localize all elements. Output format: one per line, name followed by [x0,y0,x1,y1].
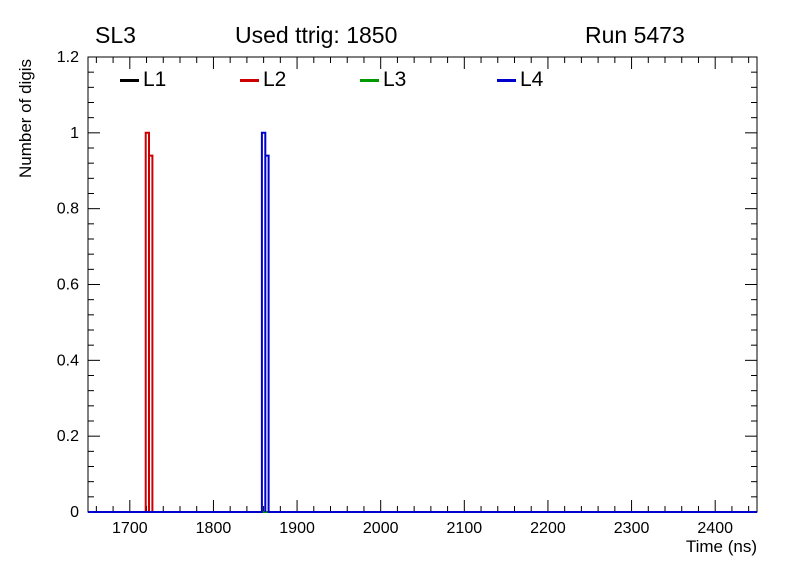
y-tick-label: 1.2 [57,49,79,66]
legend-entry-L3: L3 [360,66,406,94]
x-axis-title: Time (ns) [685,537,757,556]
legend-line-swatch-L1 [120,78,139,82]
axis-tick-labels: 1700 1800 1900 2000 2100 2200 2300 2400 0 0.2 0.4 0… [57,49,733,537]
legend-entry-L2: L2 [240,66,286,94]
legend-entry-L1: L1 [120,66,166,94]
legend-label: L1 [143,68,167,91]
legend-line-swatch-L2 [240,78,259,82]
legend-entry-L4: L4 [497,66,543,94]
y-tick-label: 0.8 [57,201,79,218]
legend-line-swatch-L4 [497,78,516,82]
run-number-label: Run 5473 [585,22,685,48]
y-tick-label: 1 [70,125,79,142]
plot-frame [87,56,758,513]
series-L2 [88,131,757,513]
x-tick-label: 2200 [530,520,566,537]
x-tick-label: 2100 [447,520,483,537]
legend-label: L3 [383,68,407,91]
y-tick-label: 0.2 [57,428,79,445]
superlayer-label: SL3 [95,22,136,48]
y-tick-label: 0.6 [57,277,79,294]
y-tick-label: 0 [70,504,79,521]
legend-label: L4 [520,68,544,91]
x-tick-label: 2000 [363,520,399,537]
x-tick-label: 1700 [112,520,148,537]
series-L4 [88,131,757,513]
chart-title: Used ttrig: 1850 [235,22,398,48]
x-tick-label: 1900 [279,520,315,537]
x-tick-label: 1800 [196,520,232,537]
legend-line-swatch-L3 [360,78,379,82]
legend-label: L2 [263,68,287,91]
axis-ticks [88,56,757,513]
y-axis-title: Number of digis [16,58,35,178]
x-tick-label: 2300 [614,520,650,537]
y-tick-label: 0.4 [57,352,79,369]
x-tick-label: 2400 [697,520,733,537]
